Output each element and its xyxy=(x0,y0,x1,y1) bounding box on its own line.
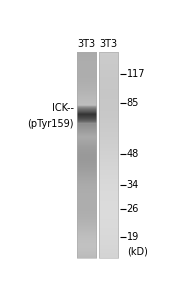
Text: 3T3: 3T3 xyxy=(100,39,118,49)
Text: (pTyr159): (pTyr159) xyxy=(27,119,74,130)
Text: 3T3: 3T3 xyxy=(77,39,96,49)
Text: 117: 117 xyxy=(127,69,145,80)
Text: 48: 48 xyxy=(127,149,139,159)
Text: (kD): (kD) xyxy=(127,247,147,257)
Text: 34: 34 xyxy=(127,180,139,190)
Bar xyxy=(77,52,96,258)
Text: ICK--: ICK-- xyxy=(52,103,74,112)
Text: 26: 26 xyxy=(127,204,139,214)
Text: 19: 19 xyxy=(127,232,139,242)
Bar xyxy=(99,52,118,258)
Text: 85: 85 xyxy=(127,98,139,108)
